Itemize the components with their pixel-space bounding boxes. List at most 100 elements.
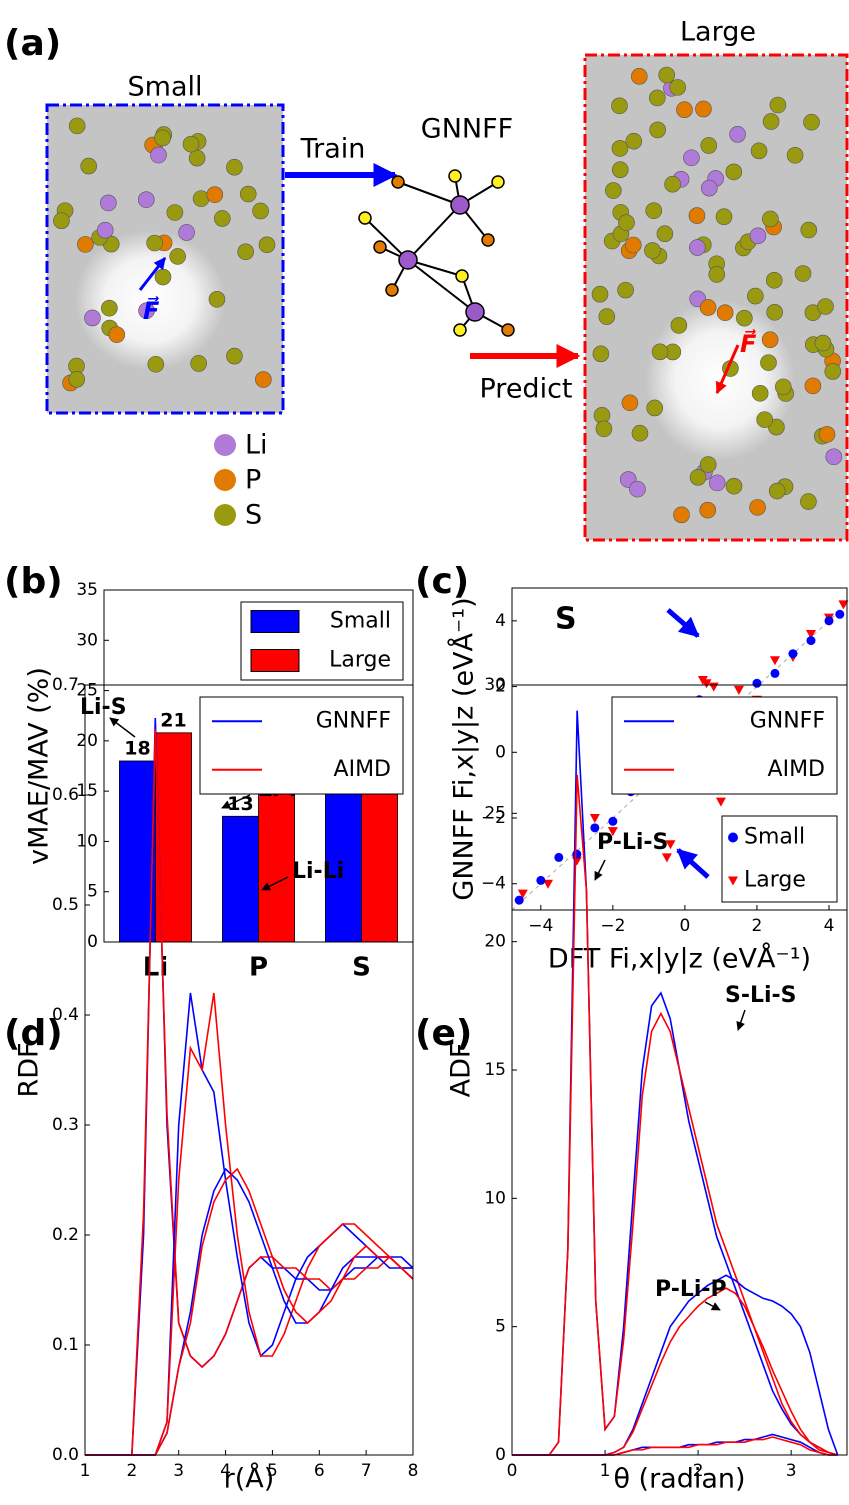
y-tick-label: 0.0 [52, 1445, 79, 1465]
scatter-point [806, 636, 815, 645]
atom [769, 483, 785, 499]
y-tick-label: 10 [76, 831, 98, 851]
atom [716, 209, 732, 225]
atom [84, 310, 100, 326]
scatter-point [752, 679, 761, 688]
annotation: P-Li-S [597, 830, 668, 855]
atom [209, 291, 225, 307]
annotation-arrow [705, 1302, 720, 1310]
atom [148, 356, 164, 372]
legend-swatch [728, 833, 738, 843]
atom [622, 395, 638, 411]
y-axis-label: GNNFF Fi,x|y|z (eVÅ⁻¹) [448, 597, 480, 900]
atom [804, 114, 820, 130]
atom [671, 317, 687, 333]
annotation: Li-Li [292, 859, 344, 884]
atom [689, 240, 705, 256]
panel-label: (b) [4, 561, 63, 602]
atom [69, 118, 85, 134]
atom [760, 355, 776, 371]
y-tick-label: 20 [484, 932, 506, 952]
atom [647, 400, 663, 416]
atom [700, 299, 716, 315]
atom [644, 243, 660, 259]
atom [757, 412, 773, 428]
x-tick-label: Li [143, 953, 168, 983]
atom [53, 213, 69, 229]
atom [618, 215, 634, 231]
x-tick-label: 5 [267, 1461, 278, 1481]
atom [650, 122, 666, 138]
species-marker [214, 434, 236, 456]
atom [592, 286, 608, 302]
bar [222, 816, 258, 942]
large-label: Large [680, 17, 756, 48]
atom [599, 309, 615, 325]
scatter-point [824, 616, 833, 625]
x-tick-label: 4 [824, 916, 835, 936]
atom [240, 186, 256, 202]
y-tick-label: 5 [87, 882, 98, 902]
atom [825, 363, 841, 379]
atom [659, 67, 675, 83]
x-tick-label: P [249, 953, 268, 983]
atom [770, 97, 786, 113]
atom [695, 101, 711, 117]
atom [612, 140, 628, 156]
graph-edges [365, 176, 508, 330]
atom [626, 133, 642, 149]
atom [255, 372, 271, 388]
atom [207, 187, 223, 203]
atom [77, 236, 93, 252]
atom [167, 205, 183, 221]
glow [645, 300, 795, 460]
x-tick-label: 0 [507, 1461, 518, 1481]
y-axis-label: vMAE/MAV (%) [24, 667, 55, 865]
x-tick-label: 2 [693, 1461, 704, 1481]
legend-label: Small [744, 825, 805, 850]
highlight-arrow [668, 610, 698, 636]
atom [214, 210, 230, 226]
atom [253, 203, 269, 219]
scatter-point [734, 686, 744, 695]
y-tick-label: 35 [76, 580, 98, 600]
atom [736, 310, 752, 326]
atom [179, 224, 195, 240]
atom [801, 222, 817, 238]
y-tick-label: 0.4 [52, 1005, 79, 1025]
atom [618, 282, 634, 298]
atom [631, 68, 647, 84]
atom [151, 147, 167, 163]
x-tick-label: 2 [126, 1461, 137, 1481]
legend-label: Large [744, 868, 806, 893]
atom [717, 305, 733, 321]
y-tick-label: 30 [484, 675, 506, 695]
model-label: GNNFF [421, 114, 513, 145]
x-tick-label: 2 [752, 916, 763, 936]
legend-label: GNNFF [316, 708, 391, 733]
species-marker [214, 469, 236, 491]
atom [226, 159, 242, 175]
y-tick-label: 4 [495, 611, 506, 631]
bar-value-label: 21 [160, 709, 186, 731]
scatter-point [716, 798, 726, 807]
atom [674, 507, 690, 523]
x-tick-label: −2 [600, 916, 625, 936]
atom [819, 426, 835, 442]
bar-value-label: 18 [124, 737, 150, 759]
y-tick-label: 5 [495, 1317, 506, 1337]
atom [191, 355, 207, 371]
atom [787, 147, 803, 163]
x-tick-label: 3 [786, 1461, 797, 1481]
species-label: S [245, 500, 262, 531]
atom [652, 344, 668, 360]
line [512, 1275, 838, 1455]
atom [81, 158, 97, 174]
atom [97, 222, 113, 238]
x-tick-label: 8 [408, 1461, 419, 1481]
legend-label: AIMD [334, 757, 391, 782]
line [512, 1434, 838, 1455]
atom [238, 244, 254, 260]
atom [775, 379, 791, 395]
force-label: F⃗ [143, 296, 160, 325]
